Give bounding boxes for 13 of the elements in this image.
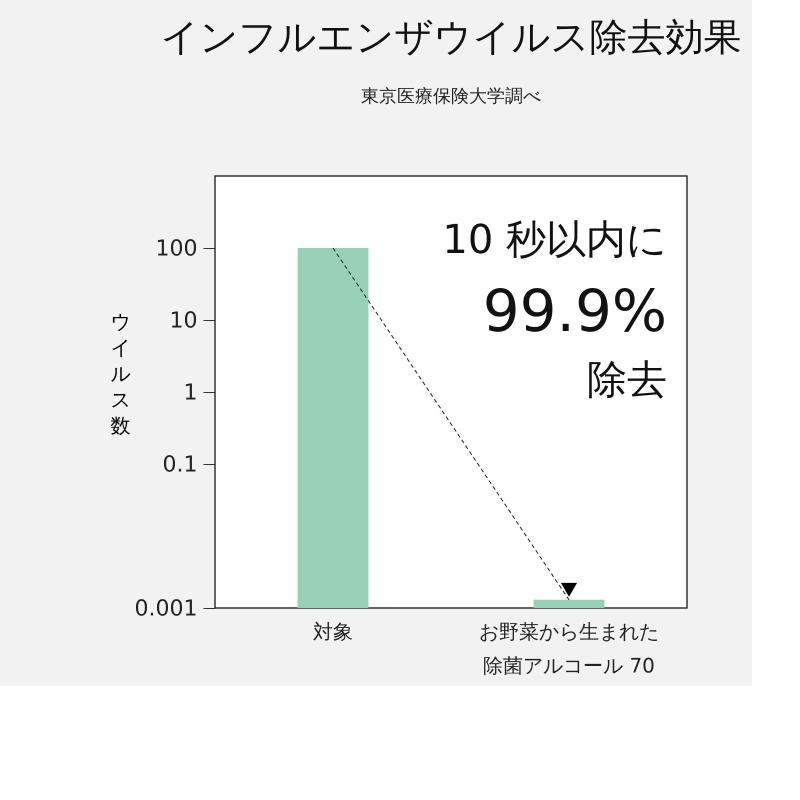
y-tick-label: 0.1	[162, 452, 198, 478]
annotation: 除去	[587, 357, 667, 403]
chart-title: インフルエンザウイルス除去効果	[160, 15, 742, 59]
annotation: 99.9%	[482, 277, 667, 345]
chart-subtitle: 東京医療保険大学調べ	[361, 86, 541, 107]
x-tick-label: 対象	[313, 620, 353, 644]
y-tick-label: 1	[184, 380, 198, 406]
y-tick-label: 100	[156, 236, 198, 262]
x-tick-label: お野菜から生まれた除菌アルコール 70	[479, 620, 659, 678]
y-tick-label: 10	[170, 308, 198, 334]
y-axis-title: ウイルス数	[110, 310, 130, 438]
annotation: 10 秒以内に	[442, 217, 667, 263]
y-tick-label: 0.001	[134, 596, 198, 622]
